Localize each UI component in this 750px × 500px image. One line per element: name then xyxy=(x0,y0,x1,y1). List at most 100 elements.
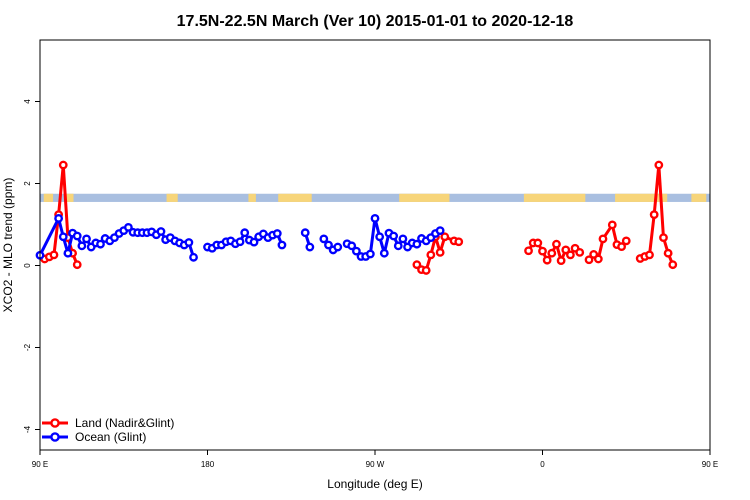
series-1-point-2-0 xyxy=(300,228,310,238)
series-1-point-4-10 xyxy=(389,231,399,241)
legend-item-0: Land (Nadir&Glint) xyxy=(42,416,174,430)
series-1-point-4-2 xyxy=(351,246,361,256)
x-tick-label-4: 90 E xyxy=(702,460,718,469)
series-0-point-2-4 xyxy=(542,255,552,265)
series-1-point-0-29 xyxy=(184,238,194,247)
series-1-point-4-15 xyxy=(412,239,422,249)
y-axis-label: XCO2 - MLO trend (ppm) xyxy=(1,178,15,313)
series-1-point-0-2 xyxy=(58,232,68,242)
series-1-point-4-5 xyxy=(365,249,375,259)
y-tick-label-4: 4 xyxy=(23,99,32,104)
series-0-point-4-6 xyxy=(663,248,673,258)
series-0-point-4-3 xyxy=(649,210,659,220)
series-0-point-1-2 xyxy=(421,266,431,275)
y-axis: -4 -2 0 2 4 xyxy=(23,99,40,433)
series-0-point-3-3 xyxy=(598,234,608,244)
series-layer xyxy=(35,160,678,275)
band-land-6 xyxy=(523,193,586,202)
series-0-point-2-9 xyxy=(566,250,575,260)
series-0-point-3-6 xyxy=(617,242,626,252)
series-1-point-0-6 xyxy=(77,241,87,251)
series-0-point-0-7 xyxy=(72,260,82,270)
series-1-point-0-23 xyxy=(156,227,166,236)
legend-item-1: Ocean (Glint) xyxy=(42,430,146,444)
band-land-5 xyxy=(399,193,450,202)
series-0-point-3-4 xyxy=(607,220,617,230)
series-0-point-2-2 xyxy=(533,238,543,248)
legend-label-0: Land (Nadir&Glint) xyxy=(75,416,174,430)
x-axis: 90 E 180 90 W 0 90 E xyxy=(32,450,718,469)
legend-swatch-marker-0 xyxy=(50,418,60,428)
series-1-point-0-3 xyxy=(63,248,73,258)
series-1-point-1-7 xyxy=(235,237,245,247)
series-1-point-4-20 xyxy=(435,226,445,236)
series-1-point-1-16 xyxy=(277,240,287,250)
series-1-point-0-16 xyxy=(124,222,133,232)
series-0-point-1-6 xyxy=(440,232,450,242)
series-0-point-0-2 xyxy=(49,250,59,260)
series-0-point-1-5 xyxy=(435,247,445,257)
series-1-point-2-1 xyxy=(305,242,315,252)
series-1-point-0-7 xyxy=(82,234,91,244)
series-0-point-4-4 xyxy=(654,160,664,170)
y-tick-label-3: 2 xyxy=(23,181,32,186)
y-tick-label-0: -4 xyxy=(23,425,32,433)
band-land-4 xyxy=(278,193,312,202)
series-1-point-0-30 xyxy=(189,252,198,262)
series-1-point-4-1 xyxy=(347,241,357,251)
series-0-point-3-0 xyxy=(584,255,594,265)
series-0-point-2-0 xyxy=(524,246,533,256)
series-0-point-1-0 xyxy=(412,260,422,270)
band-land-7 xyxy=(615,193,668,202)
x-tick-label-0: 90 E xyxy=(32,460,48,469)
x-tick-label-3: 0 xyxy=(540,460,545,469)
series-1-point-4-8 xyxy=(379,248,389,258)
y-tick-label-1: -2 xyxy=(23,343,32,351)
series-1-point-3-3 xyxy=(333,242,343,252)
series-0-point-2-3 xyxy=(538,246,547,256)
band-land-1 xyxy=(66,193,74,202)
series-1-point-3-1 xyxy=(324,240,333,250)
band-land-8 xyxy=(691,193,707,202)
series-1-point-0-5 xyxy=(72,231,82,241)
y-tick-label-2: 0 xyxy=(23,263,32,268)
series-1-point-3-0 xyxy=(319,234,329,244)
x-tick-label-1: 180 xyxy=(201,460,215,469)
series-1 xyxy=(35,213,445,262)
series-1-point-4-11 xyxy=(393,241,403,251)
x-axis-label: Longitude (deg E) xyxy=(327,477,422,491)
series-1-point-4-6 xyxy=(370,213,380,223)
series-0-point-1-8 xyxy=(454,237,464,247)
legend-label-1: Ocean (Glint) xyxy=(75,430,146,444)
series-1-point-4-7 xyxy=(375,232,385,242)
series-0-point-2-5 xyxy=(547,248,557,258)
surface-type-band xyxy=(40,193,710,202)
series-0-point-2-8 xyxy=(561,245,571,255)
series-1-point-1-8 xyxy=(240,228,250,238)
series-0-point-3-2 xyxy=(593,254,603,264)
series-0-point-4-2 xyxy=(645,250,654,260)
series-1-point-0-10 xyxy=(96,239,105,249)
legend-swatch-marker-1 xyxy=(50,432,60,442)
series-0-point-1-3 xyxy=(426,250,436,260)
band-land-3 xyxy=(248,193,256,202)
legend: Land (Nadir&Glint)Ocean (Glint) xyxy=(42,416,174,444)
series-0-point-4-5 xyxy=(659,233,668,243)
series-0-point-2-6 xyxy=(552,239,561,249)
series-1-point-1-15 xyxy=(272,229,282,238)
chart-title: 17.5N-22.5N March (Ver 10) 2015-01-01 to… xyxy=(177,13,574,30)
series-1-point-1-10 xyxy=(249,237,259,247)
series-0-point-4-7 xyxy=(668,260,678,270)
series-0-point-2-11 xyxy=(575,247,585,257)
band-ocean xyxy=(40,193,710,202)
series-1-point-0-1 xyxy=(54,213,64,223)
series-1-point-4-12 xyxy=(398,234,408,244)
x-tick-label-2: 90 W xyxy=(366,460,385,469)
series-0-point-3-7 xyxy=(621,236,631,246)
band-land-0 xyxy=(43,193,54,202)
series-0-point-2-7 xyxy=(556,256,566,265)
band-land-2 xyxy=(166,193,178,202)
series-0-point-0-4 xyxy=(58,160,68,170)
